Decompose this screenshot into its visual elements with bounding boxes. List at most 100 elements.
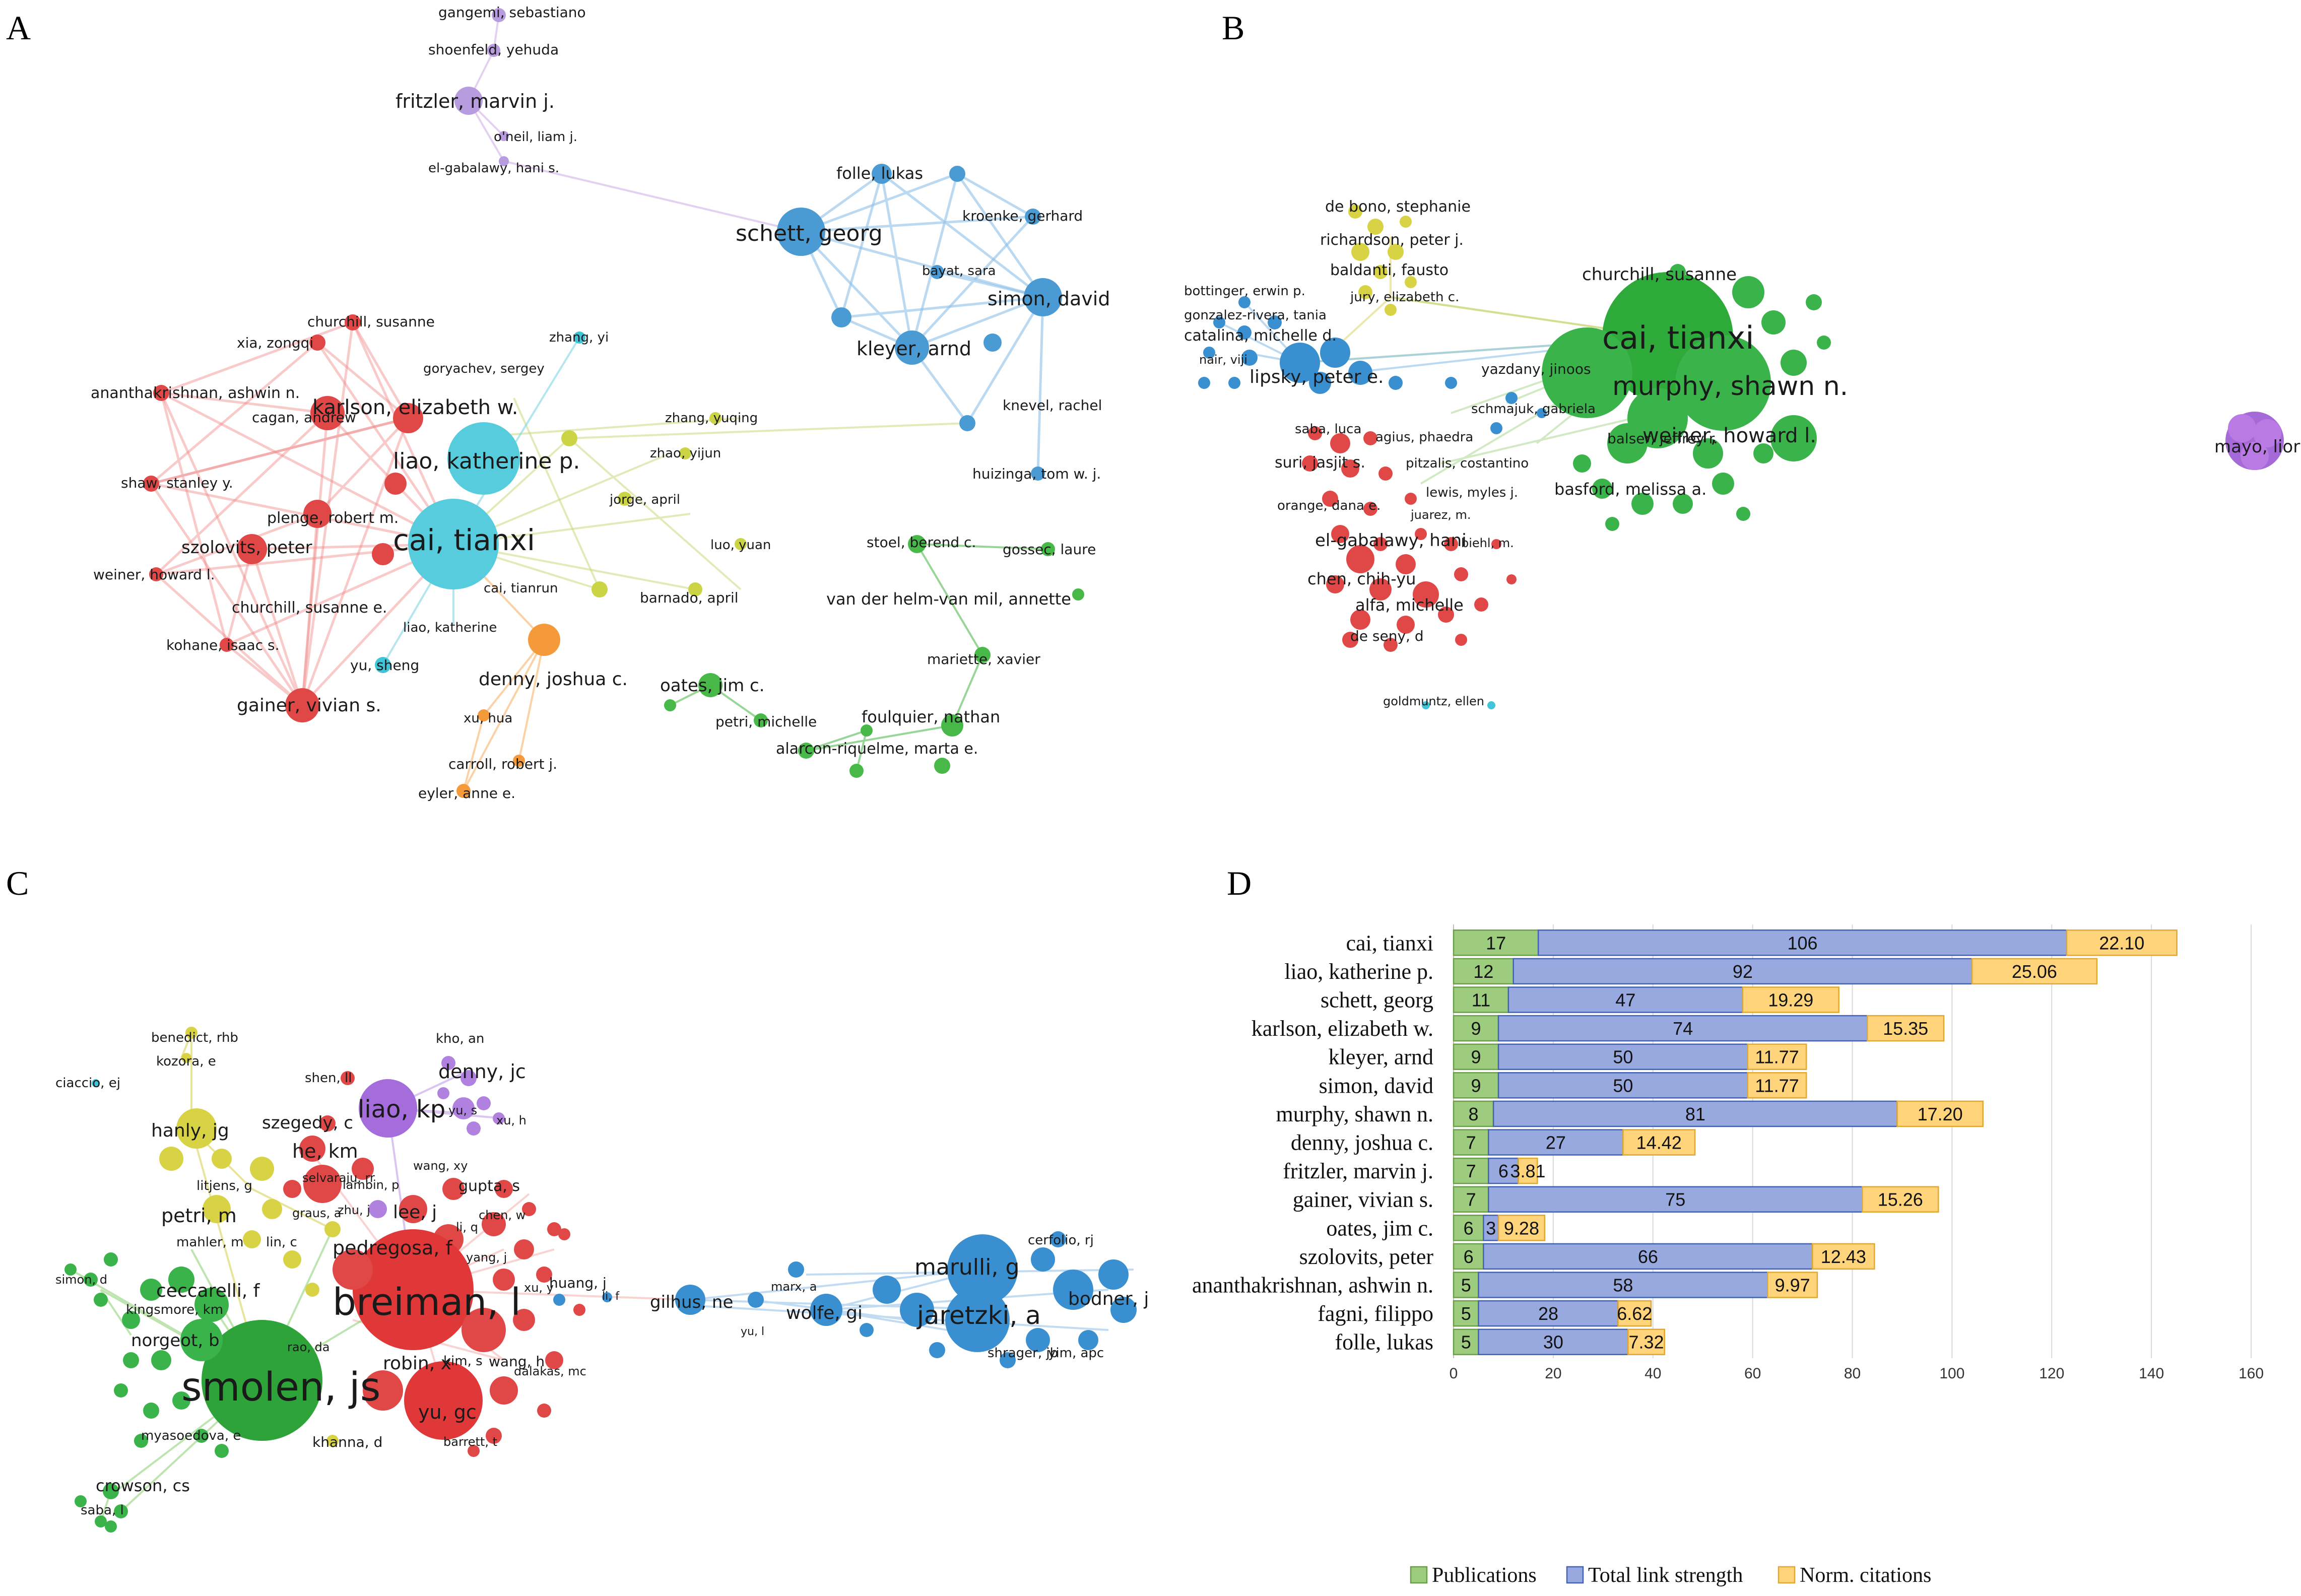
node-label: carroll, robert j. xyxy=(448,756,557,772)
node-label: gossec, laure xyxy=(1003,541,1096,558)
node-label: cerfolio, rj xyxy=(1028,1233,1094,1248)
bar-segment xyxy=(1747,1072,1807,1099)
node-label: simon, d xyxy=(55,1273,107,1287)
data-label: 66 xyxy=(1638,1246,1658,1267)
node-label: shoenfeld, yehuda xyxy=(428,41,559,58)
data-label: 5 xyxy=(1461,1303,1471,1324)
node-label: weiner, howard l. xyxy=(93,566,215,583)
node-label: simon, david xyxy=(988,288,1110,310)
node-label: eyler, anne e. xyxy=(418,785,515,802)
node-label: yu, s xyxy=(448,1103,477,1117)
node-label: cai, tianxi xyxy=(1602,319,1754,356)
node-label: cagan, andrew xyxy=(252,409,356,426)
node-label: cai, tianxi xyxy=(393,523,535,557)
node-label: gonzalez-rivera, tania xyxy=(1184,308,1327,323)
node-label: khanna, d xyxy=(312,1434,382,1450)
panel-c-letter: C xyxy=(6,864,29,902)
data-label: 75 xyxy=(1665,1189,1685,1210)
bar-segment xyxy=(1478,1272,1768,1298)
node-label: biehl, m. xyxy=(1461,536,1514,550)
node-label: murphy, shawn n. xyxy=(1612,371,1848,402)
node-label: smolen, js xyxy=(181,1365,380,1410)
bar-segment xyxy=(1453,1015,1499,1042)
node-label: wang, xy xyxy=(413,1159,468,1173)
data-label: 22.10 xyxy=(2099,933,2144,953)
node-label: petri, m xyxy=(161,1205,237,1227)
node-label: folle, lukas xyxy=(836,164,923,183)
data-label: 9.97 xyxy=(1775,1275,1810,1296)
node-label: yim, apc xyxy=(1048,1346,1104,1361)
bar-segment xyxy=(1971,958,2098,985)
node-label: churchill, susanne e. xyxy=(232,599,387,617)
node-label: liao, katherine p. xyxy=(393,448,580,474)
node-label: gilhus, ne xyxy=(650,1292,733,1312)
legend-swatch xyxy=(1566,1566,1584,1584)
bar-segment xyxy=(1497,1015,1868,1042)
node-label: fritzler, marvin j. xyxy=(396,90,555,112)
node-label: xu, h xyxy=(496,1113,527,1127)
node-label: norgeot, b xyxy=(131,1331,220,1351)
node-label: churchill, susanne xyxy=(1582,264,1737,285)
node-label: schett, georg xyxy=(736,221,883,246)
bar-segment xyxy=(1518,1157,1538,1184)
data-label: 25.06 xyxy=(2012,961,2057,982)
data-label: 19.29 xyxy=(1768,990,1813,1011)
node-label: lewis, myles j. xyxy=(1426,485,1518,500)
bar-segment xyxy=(1622,1129,1696,1156)
node-label: baldanti, fausto xyxy=(1330,261,1449,279)
node-label: agius, phaedra xyxy=(1375,430,1473,445)
category-label: denny, joshua c. xyxy=(1291,1130,1433,1155)
category-label: cai, tianxi xyxy=(1346,930,1434,955)
x-tick-label: 0 xyxy=(1450,1365,1458,1382)
chart-legend: Publications Total link strength Norm. cit… xyxy=(1410,1564,1931,1587)
node-label: kim, s xyxy=(443,1354,483,1369)
data-label: 7 xyxy=(1466,1189,1476,1210)
bar-segment xyxy=(1747,1043,1807,1070)
bar-segment xyxy=(1617,1300,1652,1327)
node-label: mayo, lior xyxy=(2214,437,2300,457)
node-label: chen, chih-yu xyxy=(1307,569,1416,588)
bar-segment xyxy=(1488,1186,1863,1213)
node-label: goldmuntz, ellen xyxy=(1383,694,1484,708)
bar-segment xyxy=(1453,1100,1494,1127)
panel-a-nodes xyxy=(143,8,1084,798)
panel-c: C xyxy=(6,864,1149,1533)
node-label: kroenke, gerhard xyxy=(962,208,1083,224)
data-label: 9 xyxy=(1471,1075,1481,1096)
node-label: liao, katherine xyxy=(403,620,497,635)
bar-segment xyxy=(1453,958,1514,985)
node-label: kleyer, arnd xyxy=(857,338,971,360)
node-label: foulquier, nathan xyxy=(862,707,1000,726)
panel-b-letter: B xyxy=(1222,9,1244,47)
data-label: 92 xyxy=(1733,961,1753,982)
node-label: shen, ll xyxy=(305,1071,352,1086)
bar-segment xyxy=(1507,986,1744,1013)
legend-label: Publications xyxy=(1432,1564,1537,1587)
node-label: alfa, michelle xyxy=(1355,595,1464,615)
category-label: schett, georg xyxy=(1321,988,1433,1013)
data-label: 9.28 xyxy=(1504,1218,1539,1238)
data-label: 81 xyxy=(1685,1104,1705,1124)
bar-segment xyxy=(1453,1129,1489,1156)
category-label: simon, david xyxy=(1319,1073,1433,1098)
legend-label: Norm. citations xyxy=(1800,1564,1931,1587)
category-label: oates, jim c. xyxy=(1326,1216,1433,1240)
bar-segment xyxy=(1862,1186,1939,1213)
node-label: li, q xyxy=(456,1220,478,1234)
data-label: 9 xyxy=(1471,1047,1481,1068)
x-tick-label: 140 xyxy=(2139,1365,2164,1382)
node-label: li, f xyxy=(602,1290,620,1303)
node-label: rao, da xyxy=(287,1340,330,1354)
node-label: orange, dana e. xyxy=(1277,498,1380,513)
node-label: benedict, rhb xyxy=(151,1030,238,1045)
node-label: dalakas, mc xyxy=(514,1364,586,1378)
node-label: jorge, april xyxy=(609,492,680,507)
data-label: 11.77 xyxy=(1755,1047,1799,1068)
node-label: goryachev, sergey xyxy=(423,361,545,376)
category-label: ananthakrishnan, ashwin n. xyxy=(1192,1273,1433,1298)
node-label: pitzalis, costantino xyxy=(1406,456,1529,471)
node-label: ceccarelli, f xyxy=(156,1281,260,1301)
data-label: 58 xyxy=(1613,1275,1633,1296)
node-label: de seny, d xyxy=(1350,628,1424,644)
